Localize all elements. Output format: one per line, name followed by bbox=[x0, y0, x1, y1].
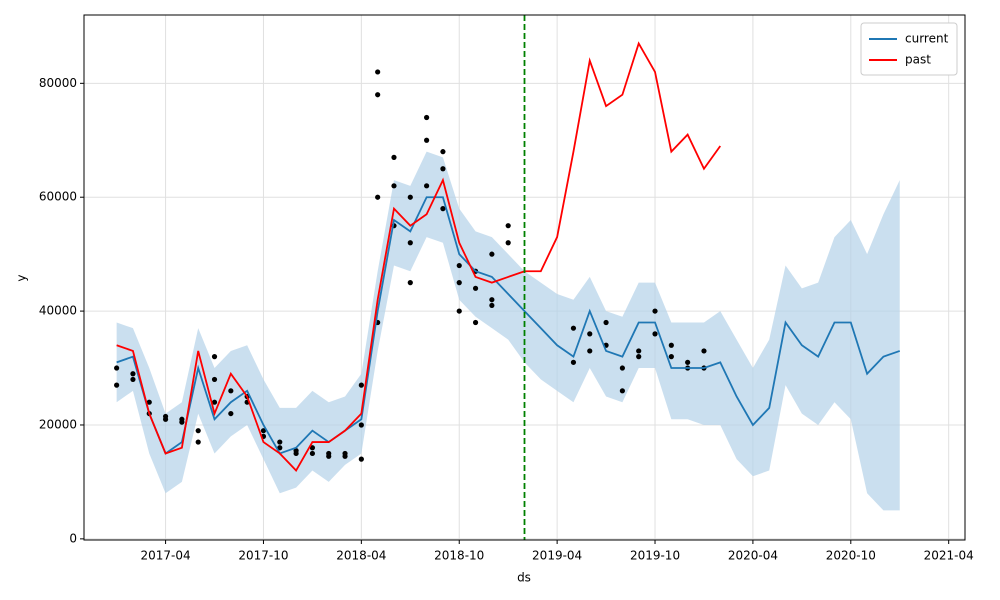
observed-point bbox=[456, 308, 462, 314]
observed-point bbox=[440, 149, 446, 155]
legend-box bbox=[860, 22, 958, 76]
plot-frame bbox=[83, 14, 966, 541]
observed-point bbox=[211, 399, 218, 405]
observed-point bbox=[407, 240, 413, 246]
observed-point bbox=[440, 206, 446, 212]
observed-point bbox=[358, 456, 364, 462]
observed-point bbox=[342, 450, 348, 457]
x-tick-label: 2018-04 bbox=[336, 549, 386, 563]
x-tick-label: 2018-10 bbox=[434, 549, 484, 563]
observed-point bbox=[587, 348, 593, 354]
observed-point bbox=[162, 413, 169, 420]
y-tick-label: 20000 bbox=[39, 417, 77, 431]
y-tick-label: 60000 bbox=[39, 190, 77, 204]
observed-point bbox=[130, 376, 136, 383]
observed-point bbox=[652, 308, 658, 314]
observed-point bbox=[424, 183, 430, 189]
observed-point bbox=[472, 319, 479, 326]
observed-point bbox=[309, 450, 316, 457]
observed-point bbox=[587, 331, 593, 337]
x-tick-label: 2021-04 bbox=[924, 549, 974, 563]
series-line bbox=[116, 196, 901, 455]
observed-point bbox=[424, 137, 430, 143]
observed-point bbox=[277, 439, 283, 445]
x-tick-label: 2020-10 bbox=[826, 549, 876, 563]
observed-point bbox=[636, 348, 642, 354]
observed-point bbox=[619, 365, 625, 371]
observed-point bbox=[375, 69, 381, 75]
observed-point bbox=[407, 194, 413, 200]
observed-point bbox=[407, 280, 413, 286]
observed-point bbox=[114, 382, 120, 388]
observed-point bbox=[619, 388, 625, 394]
observed-point bbox=[652, 331, 658, 337]
observed-point bbox=[636, 354, 642, 360]
observed-point bbox=[472, 285, 479, 291]
legend-label: current bbox=[905, 32, 949, 46]
observed-point bbox=[211, 376, 218, 383]
observed-point bbox=[146, 399, 152, 405]
observed-point bbox=[489, 297, 495, 303]
y-axis-label: y bbox=[15, 274, 29, 281]
x-tick-label: 2020-04 bbox=[728, 549, 778, 563]
observed-point bbox=[293, 448, 299, 454]
observed-point bbox=[114, 365, 120, 371]
observed-point bbox=[260, 428, 267, 434]
uncertainty-band bbox=[116, 151, 900, 511]
observed-point bbox=[603, 319, 609, 326]
observed-point bbox=[424, 114, 430, 121]
legend: current past bbox=[860, 22, 958, 76]
x-axis-label: ds bbox=[517, 571, 531, 585]
observed-point bbox=[570, 325, 577, 331]
legend-label: past bbox=[905, 53, 931, 67]
observed-point bbox=[505, 240, 511, 246]
observed-point bbox=[391, 183, 397, 189]
observed-point bbox=[130, 371, 136, 377]
observed-point bbox=[358, 382, 364, 388]
observed-point bbox=[179, 419, 185, 425]
observed-point bbox=[505, 223, 511, 229]
observed-point bbox=[668, 354, 674, 360]
observed-point bbox=[685, 359, 691, 365]
observed-point bbox=[456, 262, 462, 269]
observed-point bbox=[440, 166, 446, 172]
y-tick-label: 40000 bbox=[39, 304, 77, 318]
observed-point bbox=[358, 422, 364, 428]
observed-point bbox=[309, 445, 316, 451]
observed-point bbox=[228, 410, 234, 417]
observed-point bbox=[570, 359, 577, 365]
observed-point bbox=[375, 194, 381, 200]
series-line bbox=[116, 41, 722, 473]
observed-point bbox=[195, 428, 201, 434]
y-tick-label: 80000 bbox=[39, 76, 77, 90]
observed-point bbox=[456, 280, 462, 286]
observed-point bbox=[489, 251, 495, 257]
observed-point bbox=[375, 92, 381, 98]
observed-point bbox=[277, 445, 283, 451]
x-tick-label: 2019-04 bbox=[532, 549, 582, 563]
observed-point bbox=[228, 388, 234, 394]
observed-point bbox=[489, 302, 495, 309]
observed-point bbox=[701, 348, 707, 354]
x-tick-label: 2017-04 bbox=[141, 549, 191, 563]
x-tick-label: 2017-10 bbox=[238, 549, 288, 563]
y-tick-label: 0 bbox=[69, 531, 77, 545]
observed-point bbox=[391, 154, 397, 160]
observed-point bbox=[195, 439, 201, 445]
observed-point bbox=[326, 453, 332, 459]
x-tick-label: 2019-10 bbox=[630, 549, 680, 563]
observed-point bbox=[668, 342, 674, 348]
observed-point bbox=[211, 354, 218, 360]
